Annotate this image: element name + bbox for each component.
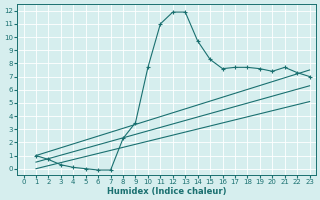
X-axis label: Humidex (Indice chaleur): Humidex (Indice chaleur) bbox=[107, 187, 226, 196]
